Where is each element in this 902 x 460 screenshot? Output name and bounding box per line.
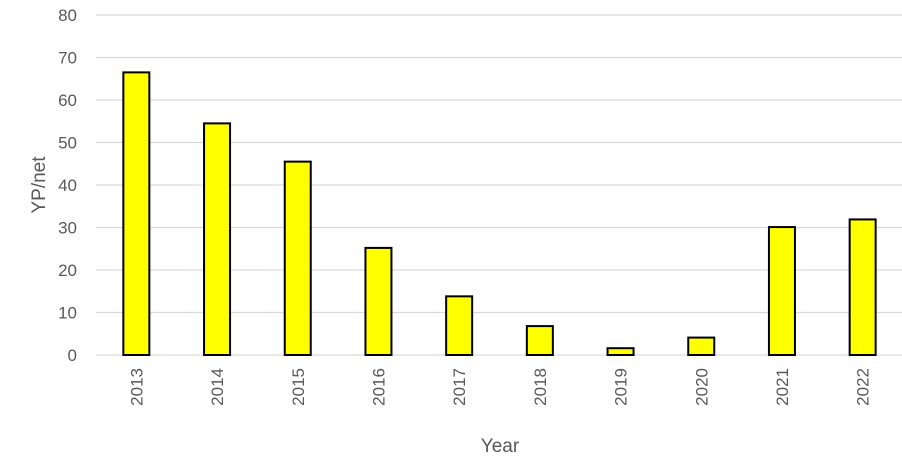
bar-2016 xyxy=(364,246,393,356)
x-tick-label: 2014 xyxy=(208,368,227,406)
y-tick-label: 60 xyxy=(58,91,77,110)
bars xyxy=(122,71,877,357)
bar-2013 xyxy=(122,71,151,356)
x-tick-label: 2013 xyxy=(127,368,146,406)
y-tick-label: 40 xyxy=(58,176,77,195)
x-tick-label: 2021 xyxy=(773,368,792,406)
y-tick-label: 80 xyxy=(58,6,77,25)
x-tick-label: 2018 xyxy=(531,368,550,406)
bar-2022 xyxy=(848,218,877,356)
y-tick-label: 0 xyxy=(68,346,77,365)
y-axis-title: YP/net xyxy=(29,156,50,214)
x-tick-label: 2020 xyxy=(692,368,711,406)
y-axis-ticks: 0 10 20 30 40 50 60 70 80 xyxy=(58,6,77,365)
x-tick-label: 2017 xyxy=(450,368,469,406)
bar-2017 xyxy=(445,295,474,357)
x-tick-label: 2019 xyxy=(612,368,631,406)
bar-2014 xyxy=(203,122,232,356)
bar-2020 xyxy=(687,336,716,357)
x-tick-label: 2015 xyxy=(289,368,308,406)
bar-2018 xyxy=(525,325,554,357)
bar-2021 xyxy=(767,226,796,356)
bar-2015 xyxy=(283,160,312,356)
y-tick-label: 10 xyxy=(58,304,77,323)
x-tick-label: 2022 xyxy=(854,368,873,406)
y-tick-label: 30 xyxy=(58,219,77,238)
bar-2019 xyxy=(606,347,635,357)
x-axis-title: Year xyxy=(481,436,520,457)
y-tick-label: 50 xyxy=(58,134,77,153)
x-axis-ticks: 2013 2014 2015 2016 2017 2018 2019 2020 2021 2022 xyxy=(127,368,872,406)
y-tick-label: 20 xyxy=(58,261,77,280)
x-tick-label: 2016 xyxy=(369,368,388,406)
y-tick-label: 70 xyxy=(58,49,77,68)
